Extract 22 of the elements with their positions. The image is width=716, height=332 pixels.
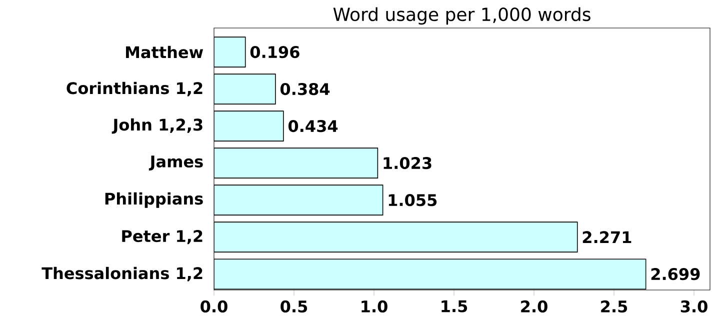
data-label: 2.699 (651, 268, 700, 280)
x-tick-label: 3.0 (680, 300, 708, 313)
x-tick-label: 2.5 (601, 300, 628, 313)
x-tick-label: 0.5 (280, 300, 308, 313)
data-label: 0.384 (280, 83, 330, 96)
data-label: 1.023 (384, 157, 432, 170)
y-tick-label: Corinthians 1,2 (66, 82, 202, 96)
y-tick-label: Peter 1,2 (122, 230, 202, 244)
y-tick-label: Philippians (105, 192, 203, 208)
chart-title: Word usage per 1,000 words (333, 7, 590, 25)
data-label: 0.434 (288, 120, 338, 132)
x-tick-label: 0.0 (200, 300, 228, 313)
data-label: 0.196 (250, 46, 300, 58)
x-tick-label: 1.0 (362, 300, 388, 313)
y-tick-label: Matthew (126, 46, 204, 58)
x-tick-label: 1.5 (442, 300, 468, 312)
x-tick-label: 2.0 (521, 300, 548, 313)
y-tick-label: James (148, 156, 203, 171)
data-label: 2.271 (582, 231, 632, 244)
y-tick-label: Thessalonians 1,2 (42, 266, 202, 282)
y-tick-label: John 1,2,3 (112, 118, 202, 134)
data-label: 1.055 (388, 194, 437, 206)
